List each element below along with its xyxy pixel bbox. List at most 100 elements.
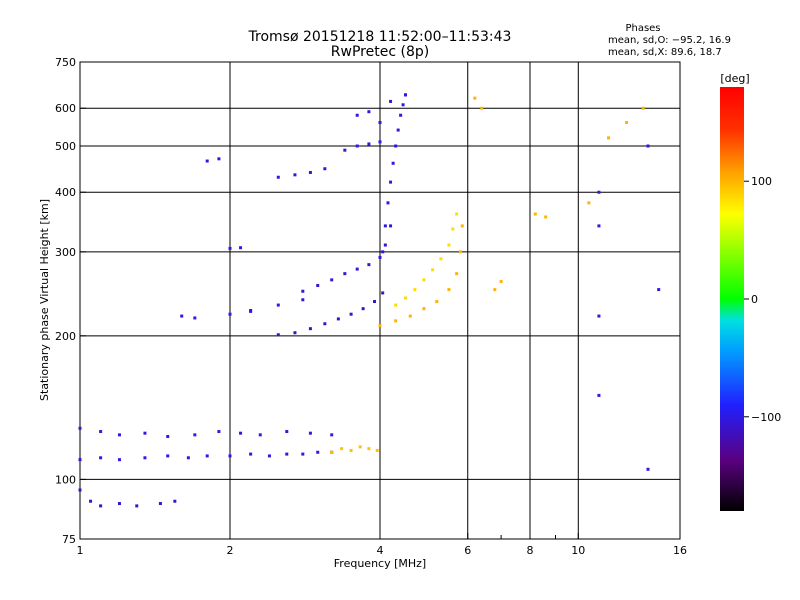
data-point [308,170,312,174]
chart-title: Tromsø 20151218 11:52:00–11:53:43 [248,29,512,45]
y-tick-label: 100 [55,473,76,486]
data-point [597,190,601,194]
data-point [78,426,82,430]
data-point [386,201,390,205]
data-point [587,201,591,205]
data-point [301,452,305,456]
data-point [276,303,280,307]
y-axis-ticks: 75 100 200 300 400 500 600 750 [55,56,86,546]
data-point [358,445,362,449]
x-tick-label: 4 [377,544,384,557]
data-point [431,268,435,272]
data-point [455,272,459,276]
data-point [394,144,398,148]
data-point [355,267,359,271]
data-point [228,312,232,316]
data-point [193,433,197,437]
data-point [381,291,385,295]
data-points [78,93,661,508]
data-point [316,283,320,287]
data-point [422,278,426,282]
data-point [89,499,93,503]
data-point [544,215,548,219]
data-point [389,224,393,228]
data-point [186,456,190,460]
data-point [499,279,503,283]
data-point [403,93,407,97]
data-point [217,430,221,434]
data-point [173,499,177,503]
data-point [239,246,243,250]
data-point [355,144,359,148]
data-point [340,447,344,451]
data-point [378,121,382,125]
data-point [330,433,334,437]
y-axis-label: Stationary phase Virtual Height [km] [38,199,51,401]
data-point [422,307,426,311]
data-point [378,255,382,259]
data-point [597,314,601,318]
data-point [205,159,209,163]
y-tick-label: 300 [55,246,76,259]
data-point [378,140,382,144]
data-point [330,278,334,282]
data-point [293,173,297,177]
data-point [394,303,398,307]
data-point [391,161,395,165]
data-point [267,454,271,458]
data-point [276,333,280,337]
data-point [451,227,455,231]
grid-lines [80,62,680,539]
x-tick-label: 6 [464,544,471,557]
y-tick-label: 75 [62,533,76,546]
data-point [239,431,243,435]
y-tick-label: 500 [55,140,76,153]
colorbar [720,87,744,511]
data-point [166,454,170,458]
stats-o-line: mean, sd,O: −95.2, 16.9 [608,35,731,46]
data-point [258,433,262,437]
data-point [301,298,305,302]
x-tick-label: 8 [527,544,534,557]
data-point [276,175,280,179]
data-point [349,312,353,316]
data-point [361,307,365,311]
data-point [493,288,497,292]
data-point [323,322,327,326]
x-axis-ticks: 1 2 4 6 8 10 16 [77,533,687,557]
data-point [117,458,121,462]
colorbar-tick-label: −100 [751,411,781,424]
x-tick-label: 16 [673,544,687,557]
data-point [158,502,162,506]
data-point [343,148,347,152]
data-point [249,308,253,312]
data-point [285,452,289,456]
chart-subtitle: RwPretec (8p) [331,44,429,60]
y-tick-label: 200 [55,330,76,343]
data-point [293,331,297,335]
data-point [378,324,382,328]
data-point [646,144,650,148]
data-point [99,430,103,434]
y-tick-label: 750 [55,56,76,69]
data-point [367,110,371,114]
stats-x-line: mean, sd,X: 89.6, 18.7 [608,47,722,58]
y-tick-label: 400 [55,186,76,199]
data-point [78,458,82,462]
data-point [381,250,385,254]
data-point [355,113,359,117]
data-point [143,456,147,460]
data-point [180,314,184,318]
data-point [480,106,484,110]
colorbar-tick-label: 0 [751,293,758,306]
data-point [533,212,537,216]
stats-heading: Phases [625,23,660,34]
data-point [607,136,611,140]
data-point [323,167,327,171]
data-point [217,157,221,161]
data-point [399,113,403,117]
data-point [316,450,320,454]
data-point [657,288,661,292]
data-point [447,288,451,292]
